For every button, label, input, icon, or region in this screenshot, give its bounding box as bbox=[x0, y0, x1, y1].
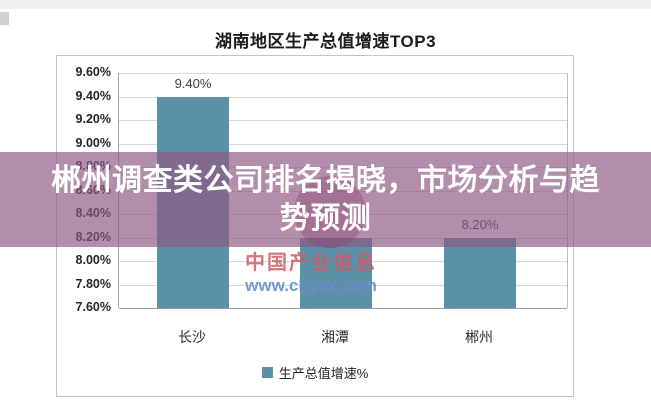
x-axis-label-郴州: 郴州 bbox=[465, 329, 493, 345]
gridline bbox=[119, 73, 567, 74]
watermark: 中国产业信息 www.chyxx.com bbox=[221, 246, 401, 296]
bar-湘潭 bbox=[300, 237, 372, 308]
gridline bbox=[119, 96, 567, 98]
gridline bbox=[119, 120, 567, 121]
headline-line-2: 势预测 bbox=[279, 202, 372, 235]
y-axis-tick-label: 9.20% bbox=[75, 112, 111, 126]
x-axis-label-湘潭: 湘潭 bbox=[321, 329, 349, 345]
x-axis-label-长沙: 长沙 bbox=[178, 329, 206, 345]
top-edge-strip bbox=[0, 0, 651, 9]
gridline bbox=[119, 308, 567, 309]
chart-title: 湖南地区生产总值增速TOP3 bbox=[214, 32, 437, 51]
bar-郴州 bbox=[444, 237, 516, 308]
watermark-brand-text: 中国产业信息 bbox=[245, 252, 377, 274]
gridline bbox=[119, 143, 567, 145]
y-axis-tick-label: 9.60% bbox=[75, 65, 111, 79]
legend-label: 生产总值增速% bbox=[278, 365, 369, 381]
legend-swatch-icon bbox=[261, 366, 273, 378]
watermark-url-text: www.chyxx.com bbox=[245, 276, 377, 295]
headline-overlay-banner: 郴州调查类公司排名揭晓，市场分析与趋 势预测 bbox=[0, 152, 651, 247]
y-axis-tick-label: 9.40% bbox=[75, 88, 111, 103]
headline-line-1: 郴州调查类公司排名揭晓，市场分析与趋 bbox=[51, 164, 600, 197]
y-axis-tick-label: 7.60% bbox=[75, 300, 111, 314]
y-axis-tick-label: 8.00% bbox=[75, 253, 111, 267]
bar-value-label: 9.40% bbox=[174, 75, 212, 91]
y-axis-tick-label: 7.80% bbox=[75, 276, 111, 291]
left-edge-artifact bbox=[0, 12, 9, 25]
legend: 生产总值增速% bbox=[57, 364, 573, 381]
y-axis-tick-label: 9.00% bbox=[75, 135, 111, 150]
